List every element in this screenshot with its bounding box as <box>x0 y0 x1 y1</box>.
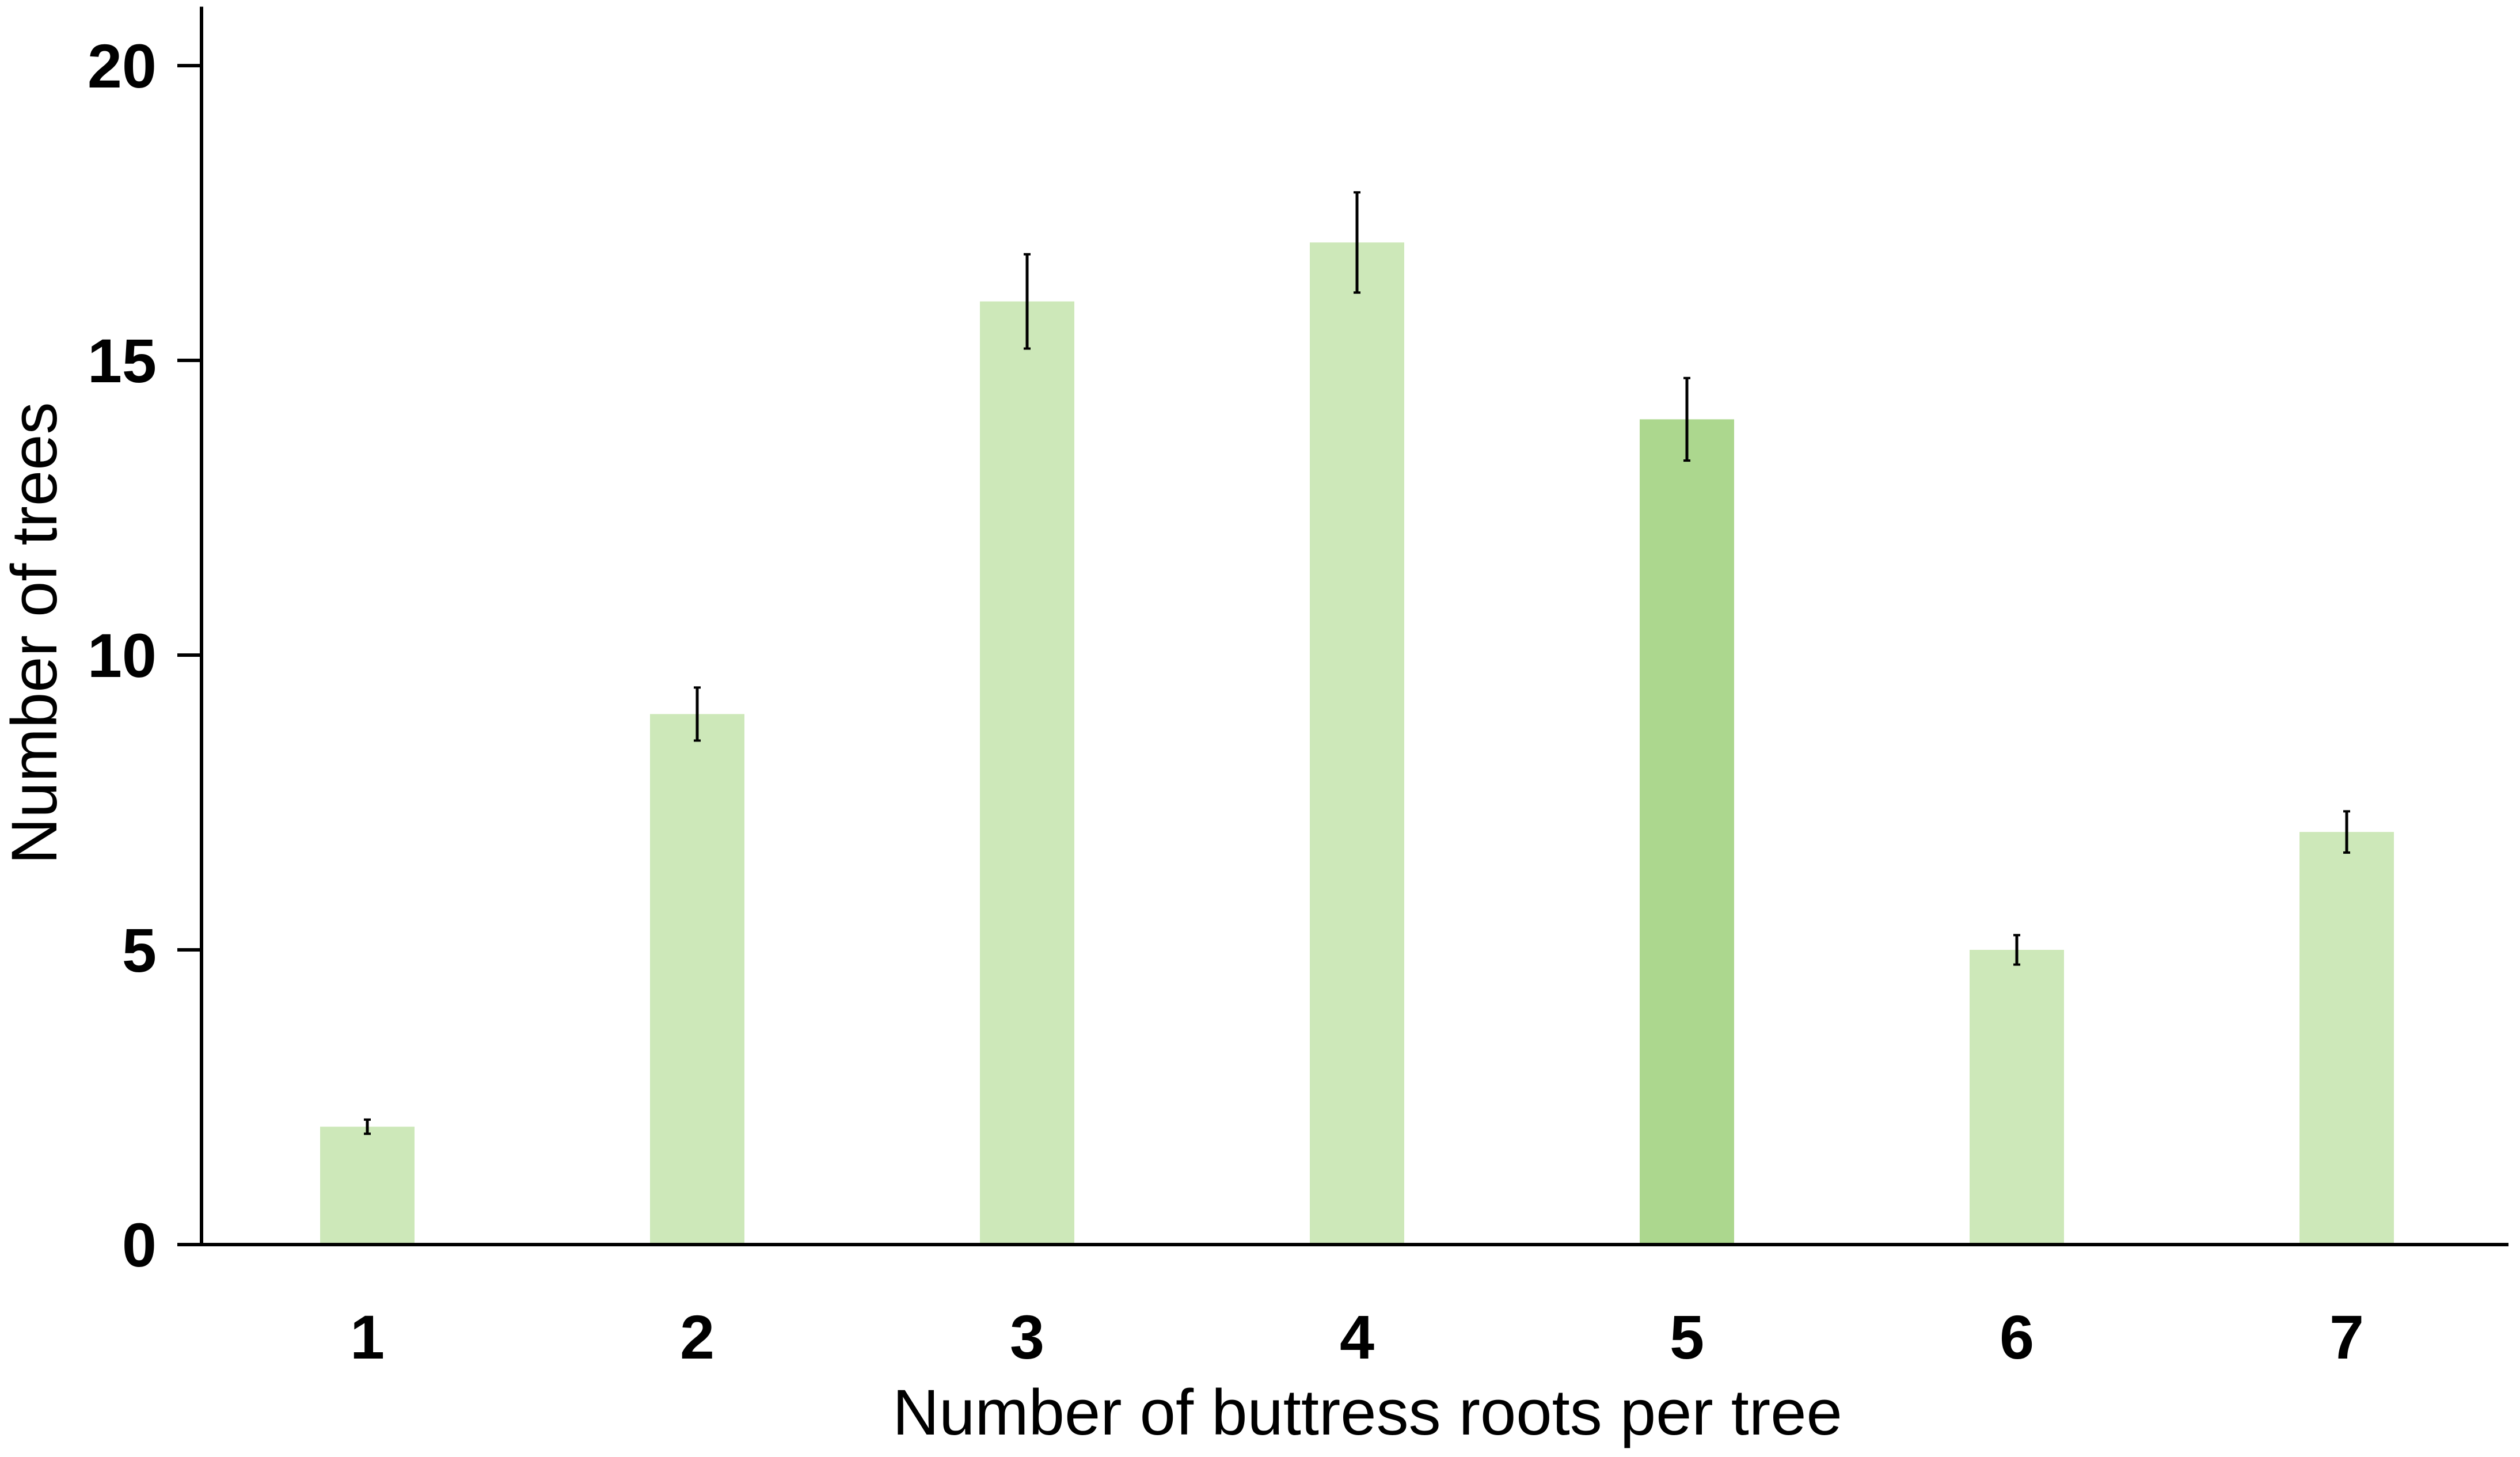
y-tick-label-20: 20 <box>88 31 157 101</box>
bar-5 <box>1640 419 1734 1245</box>
error-bars-group <box>364 191 2350 1135</box>
bars-group <box>320 242 2394 1245</box>
y-tick-label-10: 10 <box>88 621 157 690</box>
x-tick-label-1: 1 <box>350 1302 385 1372</box>
y-tick-label-0: 0 <box>122 1210 157 1280</box>
x-tick-label-4: 4 <box>1340 1302 1374 1372</box>
x-axis-title: Number of buttress roots per tree <box>892 1376 1842 1448</box>
axes-group <box>200 6 2508 1246</box>
bar-3 <box>980 301 1074 1245</box>
x-ticks-group: 1 2 3 4 5 6 7 <box>350 1302 2364 1372</box>
bar-4 <box>1310 242 1404 1245</box>
bar-6 <box>1970 950 2064 1245</box>
x-tick-label-2: 2 <box>680 1302 714 1372</box>
y-axis-title: Number of trees <box>0 402 70 865</box>
bar-7 <box>2299 832 2394 1245</box>
y-tick-label-5: 5 <box>122 915 157 985</box>
x-tick-label-6: 6 <box>2000 1302 2034 1372</box>
x-tick-label-3: 3 <box>1010 1302 1044 1372</box>
x-tick-label-7: 7 <box>2329 1302 2364 1372</box>
bar-1 <box>320 1127 415 1245</box>
y-ticks-group: 0 5 10 15 20 <box>88 31 202 1280</box>
x-tick-label-5: 5 <box>1670 1302 1704 1372</box>
bar-2 <box>650 714 744 1245</box>
y-tick-label-15: 15 <box>88 326 157 395</box>
